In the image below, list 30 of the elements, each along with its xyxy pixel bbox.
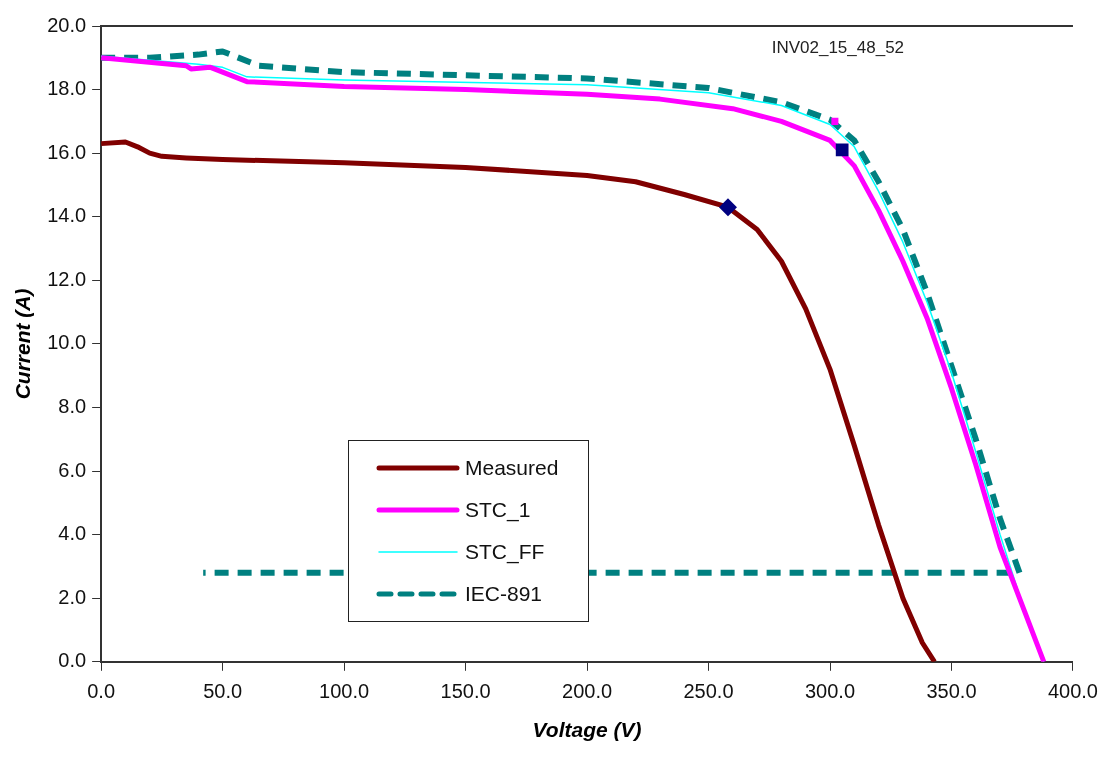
point — [835, 143, 849, 157]
x-tick-label: 150.0 — [440, 680, 491, 703]
x-axis-title: Voltage (V) — [532, 718, 642, 742]
x-tick-label: 400.0 — [1047, 680, 1099, 703]
y-tick-label: 14.0 — [47, 204, 87, 227]
x-tick-label: 300.0 — [804, 680, 856, 703]
x-tick-label: 350.0 — [926, 680, 977, 703]
y-tick-label: 6.0 — [58, 458, 87, 481]
legend-label: STC_FF — [465, 540, 545, 564]
legend-label: STC_1 — [465, 498, 531, 522]
x-tick-label: 100.0 — [319, 680, 370, 703]
y-tick-label: 18.0 — [47, 77, 87, 100]
y-tick-label: 8.0 — [58, 395, 87, 417]
point — [718, 198, 737, 217]
y-axis-title: Current (A) — [11, 288, 35, 400]
y-tick-label: 4.0 — [58, 522, 87, 545]
y-tick-label: 0.0 — [58, 649, 87, 672]
y-tick-label: 10.0 — [47, 331, 87, 354]
y-tick-label: 20.0 — [47, 13, 87, 36]
y-tick-label: 12.0 — [47, 267, 87, 290]
legend-label: Measured — [465, 456, 559, 480]
x-tick-label: 0.0 — [87, 680, 116, 703]
annotation: INV02_15_48_52 — [771, 38, 905, 58]
x-tick-label: 200.0 — [562, 680, 613, 703]
legend-label: IEC-891 — [465, 582, 543, 606]
point — [831, 117, 839, 125]
y-tick-label: 2.0 — [58, 585, 87, 608]
x-tick-label: 250.0 — [683, 680, 734, 703]
x-tick-label: 50.0 — [203, 680, 243, 703]
y-tick-label: 16.0 — [47, 140, 87, 163]
